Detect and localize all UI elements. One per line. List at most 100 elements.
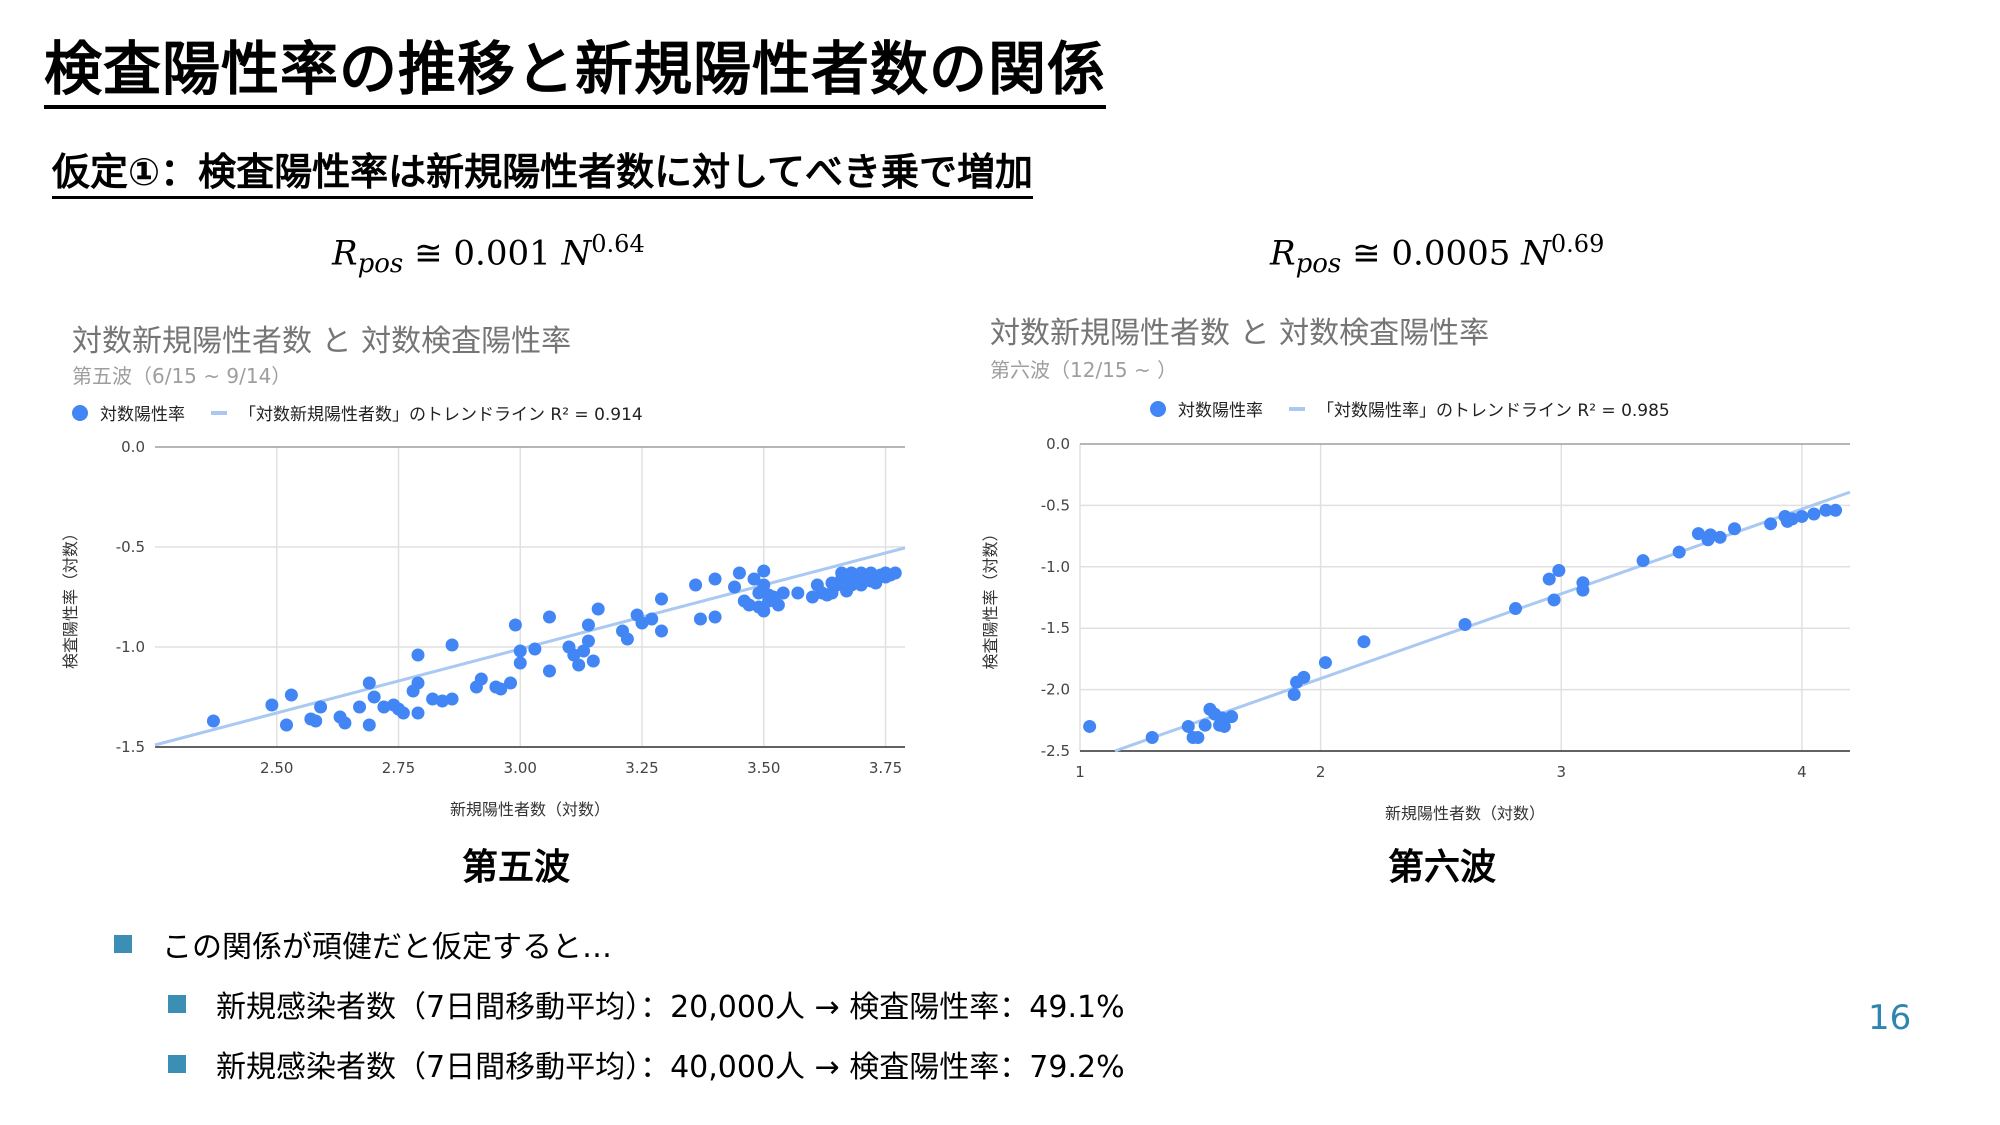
data-point — [314, 700, 328, 714]
data-point — [620, 632, 634, 646]
data-point — [396, 706, 410, 720]
data-point — [435, 694, 449, 708]
data-point — [654, 592, 668, 606]
data-point — [1509, 602, 1523, 616]
data-point — [367, 690, 381, 704]
data-point — [265, 698, 279, 712]
y-axis-title: 検査陽性率（対数） — [981, 525, 1000, 669]
data-point — [577, 644, 591, 658]
bullet-text: 新規感染者数（7日間移動平均）：20,000人 → 検査陽性率：49.1% — [216, 990, 1125, 1025]
y-tick-label: -1.5 — [116, 738, 145, 756]
page-title: 検査陽性率の推移と新規陽性者数の関係 — [44, 36, 1107, 109]
data-point — [1297, 670, 1311, 684]
data-point — [1191, 730, 1205, 744]
data-point — [1819, 503, 1833, 517]
data-point — [474, 672, 488, 686]
data-point — [1576, 583, 1590, 597]
formula-lhs-sub: pos — [357, 249, 404, 280]
data-point — [805, 590, 819, 604]
wave5-label: 第五波 — [462, 847, 571, 888]
legend-trendline-marker — [1289, 406, 1305, 411]
data-point — [708, 572, 722, 586]
legend-point-marker — [72, 404, 88, 421]
data-point — [1795, 509, 1809, 523]
data-point — [771, 598, 785, 612]
x-tick-label: 2 — [1316, 763, 1326, 781]
data-point — [353, 700, 367, 714]
data-point — [445, 692, 459, 706]
data-point — [1287, 688, 1301, 702]
bullet-marker — [114, 935, 132, 953]
data-point — [362, 676, 376, 690]
formula-lhs-sub: pos — [1295, 249, 1342, 280]
data-point — [1458, 618, 1472, 632]
data-point — [508, 618, 522, 632]
trendline — [1114, 490, 1851, 753]
data-point — [708, 610, 722, 624]
assumption-subtitle: 仮定①：検査陽性率は新規陽性者数に対してべき乗で増加 — [52, 150, 1034, 199]
legend-trendline-label: 「対数陽性率」のトレンドライン R² = 0.985 — [1317, 401, 1670, 421]
legend-trendline-label: 「対数新規陽性者数」のトレンドライン R² = 0.914 — [239, 405, 643, 425]
data-point — [528, 642, 542, 656]
page-number: 16 — [1868, 998, 1912, 1038]
data-point — [1145, 730, 1159, 744]
scatter-chart-wave5: 2.50 2.75 3.00 3.25 3.50 3.75 0.0 -0.5 -1.0 -1.5 新… — [61, 438, 906, 819]
scatter-chart-wave6: 1 2 3 4 0.0 -0.5 -1.0 -1.5 -2.0 -2.5 新規陽性者数（対数） 検査陽… — [981, 435, 1851, 823]
formula-op: ≅ — [1352, 233, 1381, 274]
formula-coef: 0.0005 — [1391, 233, 1511, 274]
bullet-marker — [168, 1055, 186, 1073]
data-point — [279, 718, 293, 732]
bullet-text: 新規感染者数（7日間移動平均）：40,000人 → 検査陽性率：79.2% — [216, 1050, 1125, 1085]
data-point — [586, 654, 600, 668]
x-tick-label: 3.00 — [504, 759, 537, 777]
chart-title: 対数新規陽性者数 と 対数検査陽性率 — [72, 324, 572, 359]
data-point — [864, 566, 878, 580]
formula-op: ≅ — [414, 233, 443, 274]
formula-coef: 0.001 — [453, 233, 551, 274]
chart-legend: 対数陽性率 「対数新規陽性者数」のトレンドライン R² = 0.914 — [72, 400, 643, 425]
data-point — [1764, 517, 1778, 531]
y-tick-label: -2.0 — [1041, 681, 1070, 699]
formula-wave6: Rpos ≅ 0.0005 N0.69 — [1270, 230, 1604, 279]
formula-lhs-var: R — [1270, 233, 1296, 274]
bullet-marker — [168, 995, 186, 1013]
data-point — [776, 586, 790, 600]
x-tick-label: 2.50 — [260, 759, 293, 777]
x-tick-label: 1 — [1075, 763, 1085, 781]
data-point — [309, 714, 323, 728]
y-tick-label: -2.5 — [1041, 742, 1070, 760]
x-tick-label: 4 — [1797, 763, 1807, 781]
chart-title: 対数新規陽性者数 と 対数検査陽性率 — [990, 316, 1490, 351]
bullet-sub-item: 新規感染者数（7日間移動平均）：20,000人 → 検査陽性率：49.1% — [168, 982, 1125, 1026]
data-point — [1357, 635, 1371, 649]
data-point — [1181, 719, 1195, 733]
data-point — [572, 658, 586, 672]
data-point — [206, 714, 220, 728]
data-point — [1225, 710, 1239, 724]
data-point — [581, 618, 595, 632]
data-point — [732, 566, 746, 580]
chart-subtitle: 第五波（6/15 ~ 9/14） — [72, 364, 292, 388]
data-point — [635, 616, 649, 630]
chart-subtitle: 第六波（12/15 ~ ） — [990, 358, 1178, 382]
y-axis-title: 検査陽性率（対数） — [61, 525, 80, 669]
x-tick-label: 3 — [1556, 763, 1566, 781]
data-point — [728, 580, 742, 594]
data-point — [693, 612, 707, 626]
data-point — [689, 578, 703, 592]
data-point — [542, 610, 556, 624]
data-point — [1083, 719, 1097, 733]
data-point — [411, 706, 425, 720]
formula-var: N — [1521, 233, 1551, 274]
data-point — [284, 688, 298, 702]
bullet-main: この関係が頑健だと仮定すると… — [114, 922, 612, 966]
data-point — [513, 656, 527, 670]
y-tick-label: 0.0 — [1046, 435, 1070, 453]
data-point — [888, 566, 902, 580]
formula-exp: 0.69 — [1550, 230, 1605, 258]
data-point — [1807, 507, 1821, 521]
data-point — [757, 578, 771, 592]
legend-trendline-marker — [211, 410, 227, 415]
data-point — [1691, 527, 1705, 541]
y-tick-label: -1.0 — [116, 638, 145, 656]
